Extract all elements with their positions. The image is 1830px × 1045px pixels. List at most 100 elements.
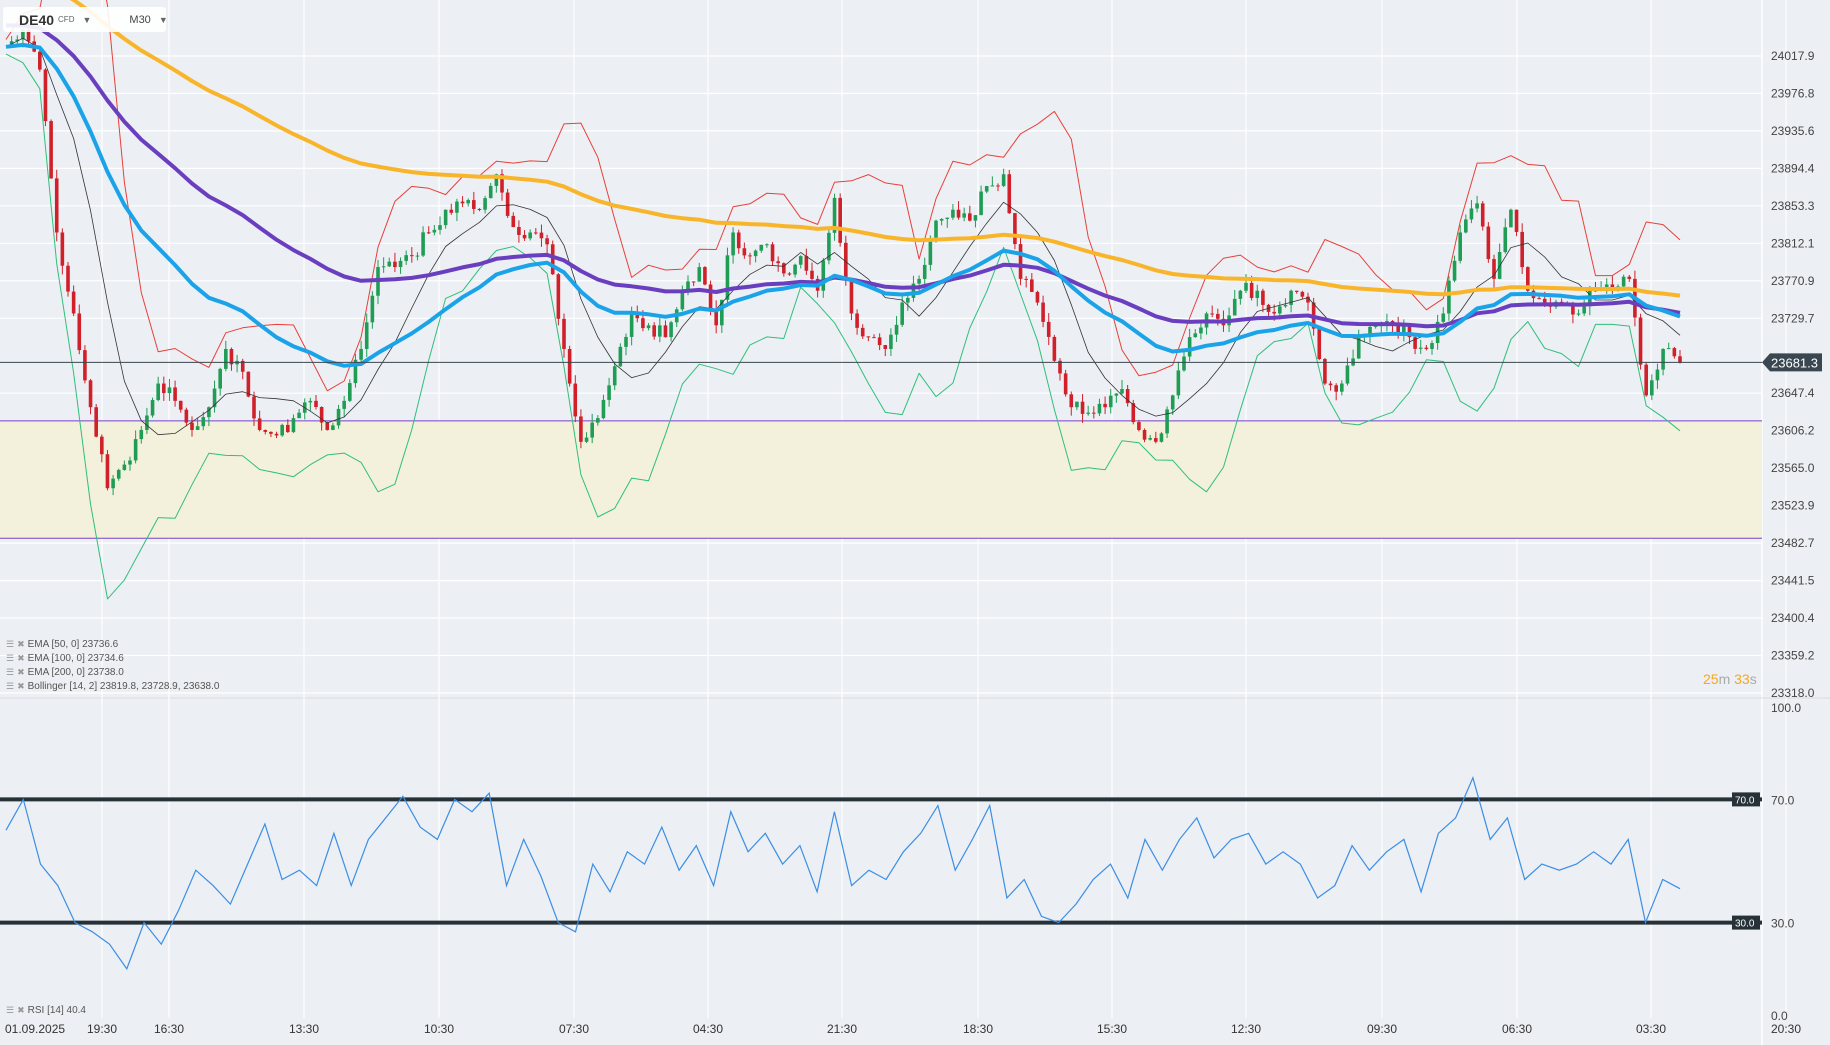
candle-body [1024,278,1028,280]
candle-body [410,255,414,257]
candle-body [257,418,262,430]
candle-body [979,191,983,216]
symbol-name[interactable]: DE40 [19,11,55,28]
timeframe-selector[interactable]: M30 [129,13,151,26]
candle-body [1159,433,1164,442]
candle-body [1216,313,1220,319]
candle-body [1638,317,1643,365]
price-tick-label: 23812.1 [1771,236,1815,250]
candle-body [517,227,521,235]
candle-body [1328,383,1333,386]
candle-body [94,407,98,437]
candle-body [1063,373,1068,395]
candle-body [1430,343,1434,349]
candle-body [855,313,859,328]
close-icon[interactable]: ✖ [17,681,25,691]
price-tick-label: 24017.9 [1771,49,1815,63]
candle-body [1655,369,1660,381]
symbol-selector[interactable]: DE40 CFD ▼ M30 ▼ [3,7,168,32]
price-tick-label: 23359.2 [1771,649,1815,663]
candle-body [184,409,189,423]
candle-body [1193,333,1198,338]
indicator-lines [0,0,1762,600]
candle-body [71,291,76,314]
candle-body [477,208,482,210]
candle-body [432,229,437,233]
candle-body [212,388,217,408]
candle-body [1373,325,1378,327]
rsi-tick-label: 100.0 [1771,701,1801,715]
candle-body [939,218,944,221]
candles [9,25,1682,496]
candle-body [607,385,611,400]
settings-icon[interactable]: ☰ [6,639,15,649]
close-icon[interactable]: ✖ [17,1005,25,1015]
rsi-level-label: 70.0 [1735,795,1755,806]
candle-body [274,433,279,436]
candle-body [731,232,735,256]
candle-body [21,29,25,40]
candle-body [1176,370,1181,396]
time-label: 15:30 [1097,1022,1127,1036]
close-icon[interactable]: ✖ [17,653,25,663]
price-axis[interactable]: 24017.9 23976.8 23935.6 23894.4 23853.3 23812… [1762,49,1822,700]
time-axis[interactable]: 01.09.2025 19:30 16:30 13:30 10:30 07:30 04:30… [5,1022,1801,1036]
candle-body [1345,365,1350,384]
time-label: 07:30 [559,1022,589,1036]
candle-body [1232,298,1237,316]
legend-ema100[interactable]: ☰ ✖ EMA [100, 0] 23734.6 [6,653,124,664]
settings-icon[interactable]: ☰ [6,667,15,677]
settings-icon[interactable]: ☰ [6,1005,15,1015]
candle-body [528,232,532,239]
current-price-label: 23681.3 [1771,355,1818,370]
candle-body [111,478,115,489]
candle-body [736,232,741,249]
candle-body [883,345,888,349]
candle-body [798,256,803,265]
price-tick-label: 23770.9 [1771,274,1815,288]
candle-body [889,334,893,349]
candle-body [934,220,938,239]
close-icon[interactable]: ✖ [17,667,25,677]
legend-ema50[interactable]: ☰ ✖ EMA [50, 0] 23736.6 [6,639,119,650]
candle-body [629,313,634,337]
legend-bollinger[interactable]: ☰ ✖ Bollinger [14, 2] 23819.8, 23728.9, 23… [6,681,220,692]
settings-icon[interactable]: ☰ [6,653,15,663]
candle-body [1114,393,1119,396]
close-icon[interactable]: ✖ [17,639,25,649]
chevron-down-icon[interactable]: ▼ [82,14,92,25]
candle-body [404,255,408,261]
candle-body [415,255,420,257]
legend-ema200[interactable]: ☰ ✖ EMA [200, 0] 23738.0 [6,667,124,678]
chevron-down-icon[interactable]: ▼ [158,14,168,25]
candle-body [240,360,245,372]
candle-body [252,396,256,419]
candle-body [1424,347,1429,349]
candle-body [922,264,927,279]
candle-body [286,424,290,433]
candle-body [1148,438,1152,440]
legend-rsi[interactable]: ☰ ✖ RSI [14] 40.4 [6,1005,86,1016]
candle-body [1441,313,1446,322]
candle-body [1368,326,1372,335]
candle-body [1317,328,1322,359]
candle-body [511,215,516,228]
candle-body [877,337,882,346]
time-label: 04:30 [693,1022,723,1036]
candle-body [1407,325,1412,338]
settings-icon[interactable]: ☰ [6,681,15,691]
candle-body [1165,409,1169,434]
candle-body [229,348,234,365]
bollinger-lower [5,53,1681,600]
candle-body [900,302,904,325]
candle-body [162,383,166,394]
candle-body [353,359,358,384]
rsi-tick-label: 30.0 [1771,917,1795,931]
candle-body [207,407,211,418]
candle-body [860,327,865,337]
rsi-level-label: 30.0 [1735,919,1755,930]
candle-body [765,244,769,246]
candle-body [911,283,916,298]
time-label: 03:30 [1636,1022,1666,1036]
